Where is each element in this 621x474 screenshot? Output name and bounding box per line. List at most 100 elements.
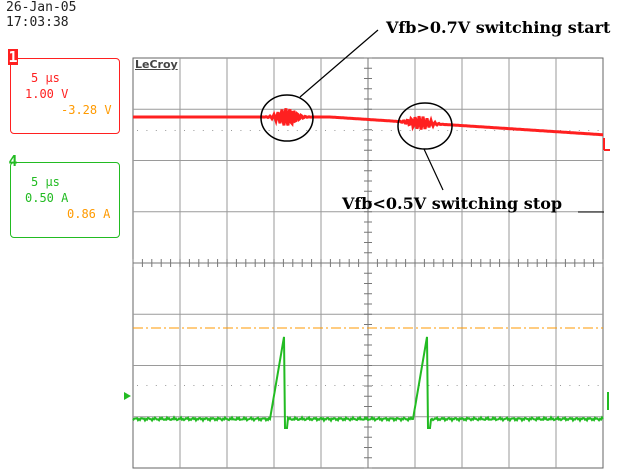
channel-1-timebase: 5 µs [31,71,60,85]
dot [409,130,411,131]
dot [456,385,458,386]
dot [343,130,345,131]
dot [372,385,373,386]
dot [325,130,326,131]
dot [268,385,270,386]
dot [400,130,402,131]
dot [184,385,185,386]
dot [466,130,467,131]
dot [287,130,289,131]
channel-1-scale: 1.00 V [25,87,69,101]
dot [560,385,561,386]
dot [513,130,514,131]
dot [550,385,552,386]
dot [315,385,317,386]
dot [484,130,486,131]
dot [315,130,317,131]
dot [240,385,242,386]
dot [390,130,392,131]
dot [494,130,496,131]
dot [343,385,345,386]
stop-circle [397,102,453,150]
dot [306,385,308,386]
dot [353,385,355,386]
dot [588,385,590,386]
channel-1-tag: 1 [8,48,18,66]
annotation-switching-start: Vfb>0.7V switching start [386,18,611,37]
channel-1-box[interactable]: 1 5 µs 1.00 V -3.28 V [8,49,120,134]
dot [174,130,176,131]
dot [146,130,148,131]
dot [221,385,223,386]
dot [503,385,505,386]
dot [334,385,336,386]
dot [259,385,261,386]
dot [306,130,308,131]
dot [174,385,176,386]
dot [249,385,251,386]
dot [475,130,477,131]
dot [221,130,223,131]
dot [362,130,364,131]
stop-leader [423,148,444,191]
dot [381,130,383,131]
dot [569,130,571,131]
start-leader [299,29,379,98]
dot [475,385,477,386]
dot [390,385,392,386]
dot [165,130,167,131]
dot [296,385,298,386]
dot [437,130,439,131]
channel-4-box[interactable]: 4 5 µs 0.50 A 0.86 A [8,153,120,238]
dot [231,385,232,386]
dot [155,385,157,386]
dot [578,385,580,386]
channel-1-offset: -3.28 V [61,103,112,117]
dot [428,130,430,131]
dot [193,130,195,131]
brand-logo: LeCroy [135,58,178,71]
timestamp-date: 26-Jan-05 [6,0,77,15]
channel-4-waveform [132,336,604,429]
dot [334,130,336,131]
channel-1-trace [133,107,603,137]
dot [193,385,195,386]
dot [447,130,449,131]
grid [132,57,604,469]
dot [202,385,204,386]
dot [578,130,580,131]
dot [597,385,599,386]
dot [212,385,214,386]
dot [296,130,298,131]
channel-4-timebase: 5 µs [31,175,60,189]
dot [240,130,242,131]
channel-4-scale: 0.50 A [25,191,69,205]
dot [428,385,430,386]
start-circle [260,94,314,142]
dot [484,385,486,386]
channel-4-left-marker [124,392,131,400]
annotation-switching-stop: Vfb<0.5V switching stop [342,194,563,213]
dot [381,385,383,386]
channel-4-offset: 0.86 A [67,207,111,221]
dot [541,385,543,386]
channel-4-tag: 4 [8,152,18,170]
dot [456,130,458,131]
dot [249,130,251,131]
dot [503,130,505,131]
dot [569,385,571,386]
dot [212,130,214,131]
dot [588,130,590,131]
dot [184,130,185,131]
dot [437,385,439,386]
dot [513,385,514,386]
dot [372,130,373,131]
dot [466,385,467,386]
dot [287,385,289,386]
annotation-circles [260,29,604,213]
channel-markers [124,138,610,410]
dot [202,130,204,131]
channel-1-waveform [133,107,603,137]
dot [325,385,326,386]
